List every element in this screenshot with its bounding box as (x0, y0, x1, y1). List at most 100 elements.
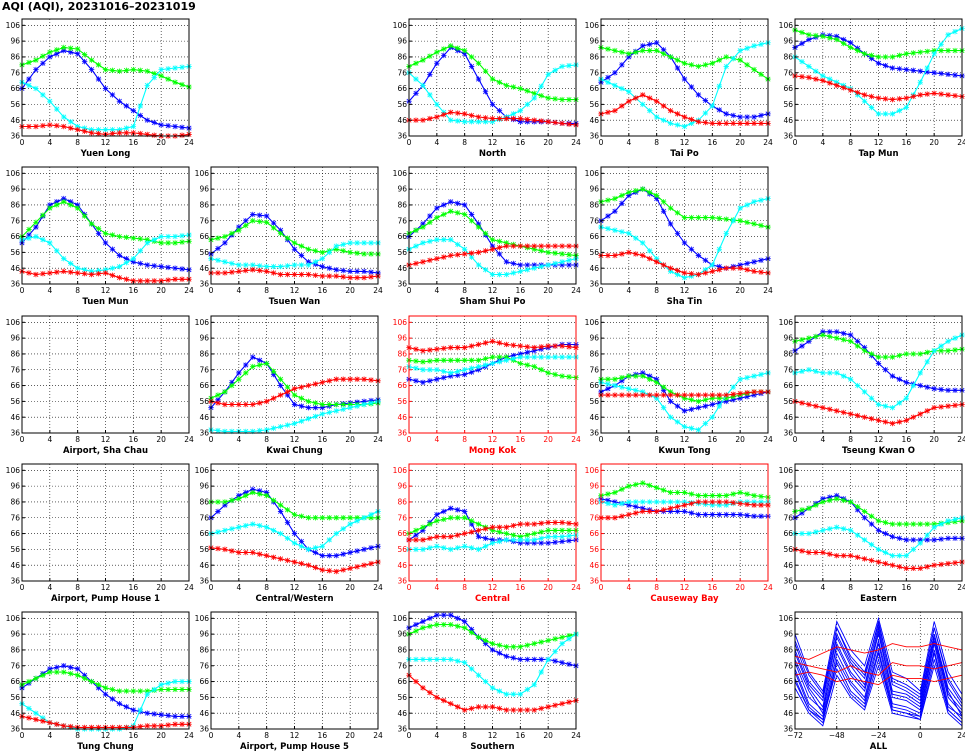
panel-sha-tin-series-0-marker (653, 195, 660, 202)
panel-all-xtick-label: −48 (829, 731, 845, 740)
panel-tai-po-series-0-marker (612, 70, 618, 76)
panel-tai-po-ytick-label: 56 (589, 100, 599, 109)
panel-tsuen-wan-series-0-marker (340, 267, 346, 274)
panel-eastern-series-2-marker (917, 540, 923, 546)
panel-central-western-series-0-marker (312, 549, 319, 556)
panel-southern-series-1-marker (510, 644, 517, 650)
panel-mong-kok-xtick-label: 8 (462, 435, 467, 444)
panel-tai-po-series-1-marker (605, 46, 611, 52)
panel-tseung-kwan-o-series-1-marker (854, 343, 861, 349)
panel-sha-tin-series-1-marker (695, 214, 702, 221)
panel-yuen-long-series-1-marker (47, 49, 53, 55)
panel-tsuen-wan-series-2-marker (326, 249, 332, 256)
panel-mong-kok-series-2-marker (455, 368, 461, 375)
panel-central-series-1-marker (524, 532, 530, 538)
panel-southern-series-0-marker (448, 612, 454, 618)
panel-mong-kok-series-3-marker (517, 343, 524, 349)
panel-central-western-series-1-marker (243, 492, 249, 499)
panel-tai-po-series-3-marker (744, 120, 750, 127)
panel-tuen-mun-series-2-marker (144, 240, 150, 246)
panel-central-series-2-marker (566, 533, 572, 539)
panel-kwun-tong-series-2-marker (702, 420, 709, 427)
panel-tsuen-wan-series-1-marker (368, 251, 374, 257)
panel-yuen-long-series-2-marker (33, 85, 39, 92)
panel-central-series-2-marker (448, 546, 454, 553)
panel-tai-po-series-3-marker (702, 119, 709, 126)
panel-southern-series-0-marker (566, 661, 572, 667)
panel-central-series-1-marker (427, 521, 433, 527)
panel-tung-chung-ytick-label: 76 (10, 661, 20, 670)
panel-eastern-series-3-marker (813, 549, 819, 556)
panel-tsuen-wan-series-3-marker (291, 271, 298, 278)
panel-mong-kok-ytick-label: 76 (397, 365, 407, 374)
panel-airport-pump-house-1-xtick-label: 16 (129, 583, 139, 592)
panel-yuen-long-ytick-label: 46 (10, 116, 20, 125)
panel-all-ytick-label: 76 (783, 661, 793, 670)
panel-sha-tin-series-2-marker (737, 205, 743, 211)
panel-tseung-kwan-o-series-1-marker (952, 347, 958, 353)
panel-mong-kok-series-1-marker (420, 359, 426, 365)
panel-tsuen-wan-series-2-marker (305, 262, 312, 268)
panel-tsuen-wan-series-1-marker (243, 222, 249, 229)
panel-central-series-1-marker (538, 529, 544, 535)
panel-causeway-bay-series-2-marker (758, 499, 764, 505)
panel-yuen-long-series-3-marker (81, 128, 88, 134)
panel-north-series-3-marker (552, 119, 558, 126)
panel-tseung-kwan-o-ytick-label: 66 (783, 381, 793, 390)
panel-sha-tin-series-2-marker (730, 218, 736, 224)
panel-eastern-series-2-marker (861, 537, 868, 543)
panel-kwun-tong-xtick-label: 20 (735, 435, 745, 444)
panel-airport-pump-house-1-title: Airport, Pump House 1 (51, 594, 160, 604)
panel-tai-po-series-3-marker (653, 98, 660, 104)
panel-tsuen-wan-series-0-marker (291, 246, 298, 252)
panel-tung-chung-series-0-marker (116, 701, 123, 707)
panel-tseung-kwan-o-series-1-marker (806, 335, 812, 341)
panel-all-ytick-label: 56 (783, 693, 793, 702)
panel-airport-pump-house-5-xtick-label: 4 (236, 731, 241, 740)
panel-eastern-series-1-marker (917, 521, 923, 527)
panel-sham-shui-po-series-0-marker (566, 262, 572, 268)
panel-tai-po-series-2-marker (605, 79, 611, 85)
panel-tsuen-wan-title: Tsuen Wan (269, 297, 320, 307)
panel-tai-po-series-1-marker (619, 49, 625, 55)
panel-kwun-tong-series-1-marker (633, 373, 639, 379)
panel-mong-kok-series-1-marker (503, 354, 510, 360)
panel-central-series-3-marker (441, 534, 447, 540)
panel-kwai-chung-series-2-marker (215, 427, 221, 434)
panel-sha-tin-series-1-marker (633, 188, 639, 194)
panel-central-series-3-marker (413, 537, 419, 543)
panel-southern-series-1-marker (566, 633, 572, 639)
panel-north-series-0-marker (496, 108, 503, 114)
panel-tuen-mun-series-1-marker (130, 235, 137, 241)
panel-yuen-long-series-0-marker (151, 119, 157, 126)
panel-tseung-kwan-o-series-3-marker (813, 403, 819, 409)
panel-kwai-chung-title: Kwai Chung (266, 446, 323, 456)
panel-causeway-bay-series-0-marker (605, 497, 611, 504)
panel-sham-shui-po-series-1-marker (441, 211, 447, 218)
panel-tung-chung-series-3-marker (95, 724, 102, 731)
panel-sham-shui-po-series-2-marker (531, 265, 537, 271)
panel-sha-tin-series-0-marker (619, 200, 625, 207)
panel-tap-mun-series-1-marker (924, 48, 930, 55)
panel-tsuen-wan-series-2-marker (277, 263, 284, 270)
panel-eastern-series-1-marker (841, 497, 847, 504)
panel-southern-ytick-label: 76 (397, 661, 407, 670)
panel-kwai-chung-series-3-marker (368, 377, 374, 383)
panel-causeway-bay-series-3-marker (633, 510, 639, 516)
panel-tap-mun-series-1-marker (827, 35, 833, 41)
panel-north-series-3-marker (496, 115, 503, 122)
panel-tuen-mun-series-0-marker (95, 230, 102, 237)
panel-central-xtick-label: 24 (571, 583, 581, 592)
panel-kwai-chung-series-0-marker (312, 405, 319, 411)
panel-sham-shui-po-series-1-marker (461, 211, 468, 218)
panel-tung-chung-series-1-marker (123, 688, 130, 694)
panel-causeway-bay-series-0-marker (730, 511, 736, 518)
panel-mong-kok-series-1-marker (468, 357, 475, 363)
panel-southern-series-0-marker (496, 650, 503, 656)
panel-tsuen-wan-series-3-marker (215, 270, 221, 276)
panel-causeway-bay-series-0-marker (612, 499, 618, 505)
panel-central-western-series-2-marker (361, 515, 367, 521)
panel-north-series-2-marker (448, 117, 454, 123)
panel-eastern-series-2-marker (813, 529, 819, 535)
panel-mong-kok-series-1-marker (413, 358, 419, 364)
